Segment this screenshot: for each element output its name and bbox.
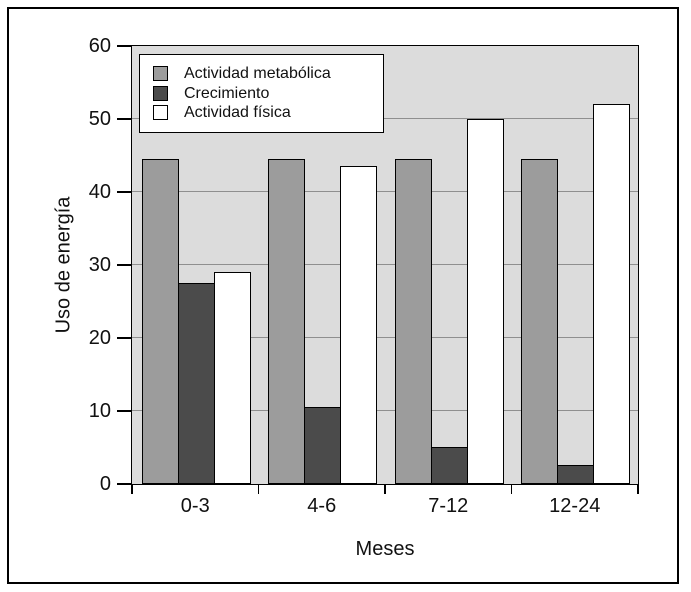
x-tick-label: 7-12 bbox=[428, 495, 469, 517]
gridline bbox=[131, 337, 638, 338]
bar bbox=[521, 158, 558, 484]
legend-swatch bbox=[153, 85, 168, 101]
bar bbox=[430, 447, 468, 484]
legend-swatch bbox=[153, 105, 168, 121]
legend-label: Crecimiento bbox=[184, 84, 270, 102]
x-tick-label: 0-3 bbox=[180, 495, 210, 517]
legend: Actividad metabólica Crecimiento Actividad… bbox=[139, 54, 384, 133]
bar bbox=[557, 465, 594, 484]
legend-item: Actividad física bbox=[153, 103, 383, 123]
bar bbox=[466, 118, 504, 484]
gridline bbox=[131, 191, 638, 192]
y-tick-label: 20 bbox=[88, 327, 111, 349]
legend-item: Crecimiento bbox=[153, 84, 383, 104]
y-tick-label: 0 bbox=[99, 473, 111, 495]
bar bbox=[213, 271, 251, 484]
x-axis-title: Meses bbox=[355, 538, 415, 560]
x-axis-tick bbox=[257, 484, 260, 494]
bar bbox=[141, 158, 179, 484]
plot-area bbox=[130, 44, 639, 485]
y-tick-label: 60 bbox=[88, 35, 111, 57]
gridline bbox=[131, 264, 638, 265]
bar bbox=[340, 165, 377, 484]
x-tick-label: 4-6 bbox=[307, 495, 337, 517]
x-axis-tick bbox=[510, 484, 513, 494]
bar bbox=[394, 158, 432, 484]
y-axis-tick bbox=[117, 118, 131, 120]
gridline bbox=[131, 118, 638, 119]
legend-label: Actividad física bbox=[184, 104, 291, 122]
y-axis-tick bbox=[117, 191, 131, 193]
y-tick-label: 40 bbox=[88, 181, 111, 203]
x-tick-label: 12-24 bbox=[549, 495, 601, 517]
bar bbox=[177, 282, 215, 484]
legend-label: Actividad metabólica bbox=[184, 65, 331, 83]
x-axis-tick bbox=[637, 484, 639, 494]
y-tick-label: 50 bbox=[88, 108, 111, 130]
bar bbox=[304, 406, 341, 484]
y-tick-label: 10 bbox=[88, 400, 111, 422]
y-axis-tick bbox=[117, 45, 131, 47]
bar bbox=[593, 103, 630, 484]
legend-swatch bbox=[153, 66, 168, 82]
y-axis-tick bbox=[117, 410, 131, 412]
y-axis-tick bbox=[117, 337, 131, 339]
figure-border bbox=[7, 7, 679, 584]
y-axis-tick bbox=[117, 264, 131, 266]
x-axis-tick bbox=[384, 484, 386, 494]
x-axis-tick bbox=[131, 484, 133, 494]
gridline bbox=[131, 410, 638, 411]
bar bbox=[268, 158, 305, 484]
y-tick-label: 30 bbox=[88, 254, 111, 276]
legend-item: Actividad metabólica bbox=[153, 64, 383, 84]
y-axis-tick bbox=[117, 483, 131, 485]
